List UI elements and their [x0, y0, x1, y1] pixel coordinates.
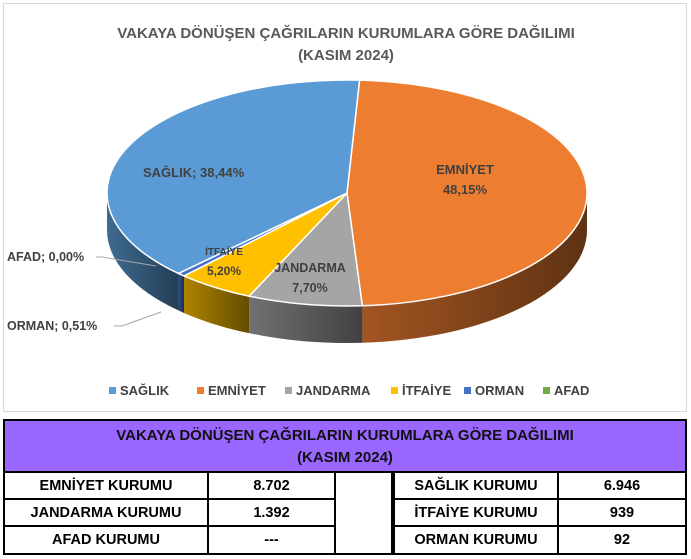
- table-spacer-cell: [336, 473, 393, 553]
- table-title-line1: VAKAYA DÖNÜŞEN ÇAĞRILARIN KURUMLARA GÖRE…: [116, 427, 574, 444]
- table-cell-right-value: 6.946: [559, 473, 685, 500]
- data-label-jandarma-value: 7,70%: [292, 281, 327, 295]
- data-label-itfaiye-name: İTFAİYE: [205, 245, 243, 258]
- legend-item-afad: AFAD: [554, 383, 589, 398]
- table-header: VAKAYA DÖNÜŞEN ÇAĞRILARIN KURUMLARA GÖRE…: [5, 421, 685, 473]
- data-label-afad: AFAD; 0,00%: [7, 250, 84, 264]
- pie-side-shade-saglik: [107, 193, 179, 311]
- table-cell-left-name: AFAD KURUMU: [5, 527, 209, 553]
- table-cell-right-name: SAĞLIK KURUMU: [393, 473, 559, 500]
- summary-table: VAKAYA DÖNÜŞEN ÇAĞRILARIN KURUMLARA GÖRE…: [3, 419, 687, 555]
- pie-side-shade-emniyet: [362, 193, 587, 343]
- table-cell-left-value: 1.392: [209, 500, 336, 527]
- data-label-emniyet-value: 48,15%: [443, 182, 488, 197]
- pie-slice-saglik: [106, 79, 361, 275]
- legend-swatch-itfaiye: [391, 387, 398, 394]
- pie-slice-emniyet: [346, 79, 588, 307]
- data-label-itfaiye-value: 5,20%: [207, 264, 241, 278]
- leader-line-afad: [96, 256, 157, 267]
- legend-item-saglik: SAĞLIK: [120, 383, 170, 398]
- table-cell-left-name: JANDARMA KURUMU: [5, 500, 209, 527]
- data-label-emniyet-name: EMNİYET: [436, 162, 494, 177]
- chart-area: VAKAYA DÖNÜŞEN ÇAĞRILARIN KURUMLARA GÖRE…: [3, 3, 687, 412]
- table-cell-left-name: EMNİYET KURUMU: [5, 473, 209, 500]
- pie-side-shade-orman: [178, 273, 184, 313]
- data-label-jandarma-name: JANDARMA: [274, 261, 346, 275]
- legend-item-itfaiye: İTFAİYE: [402, 383, 451, 398]
- legend-swatch-emniyet: [197, 387, 204, 394]
- legend-swatch-afad: [543, 387, 550, 394]
- legend-swatch-saglik: [109, 387, 116, 394]
- pie-slice-jandarma: [247, 191, 364, 307]
- chart-title-line1: VAKAYA DÖNÜŞEN ÇAĞRILARIN KURUMLARA GÖRE…: [117, 24, 575, 42]
- data-label-orman: ORMAN; 0,51%: [7, 319, 97, 333]
- pie-chart: VAKAYA DÖNÜŞEN ÇAĞRILARIN KURUMLARA GÖRE…: [7, 24, 589, 398]
- table-cell-left-value: ---: [209, 527, 336, 553]
- data-label-saglik: SAĞLIK; 38,44%: [143, 165, 245, 180]
- legend-item-orman: ORMAN: [475, 383, 524, 398]
- table-cell-right-value: 939: [559, 500, 685, 527]
- table-title-line2: (KASIM 2024): [297, 449, 393, 466]
- legend-item-jandarma: JANDARMA: [296, 383, 371, 398]
- table-cell-right-value: 92: [613, 532, 631, 548]
- pie-side-shade-itfaiye: [183, 275, 250, 334]
- pie-side-shade-jandarma: [249, 296, 363, 343]
- table-cell-right-name: ORMAN KURUMU: [393, 527, 559, 553]
- table-cell-left-value: 8.702: [209, 473, 336, 500]
- legend-swatch-jandarma: [285, 387, 292, 394]
- leader-line-orman: [114, 311, 162, 327]
- legend-swatch-orman: [464, 387, 471, 394]
- chart-title-line2: (KASIM 2024): [298, 47, 394, 64]
- table-cell-right-name: İTFAİYE KURUMU: [393, 500, 559, 527]
- legend-item-emniyet: EMNİYET: [208, 383, 266, 398]
